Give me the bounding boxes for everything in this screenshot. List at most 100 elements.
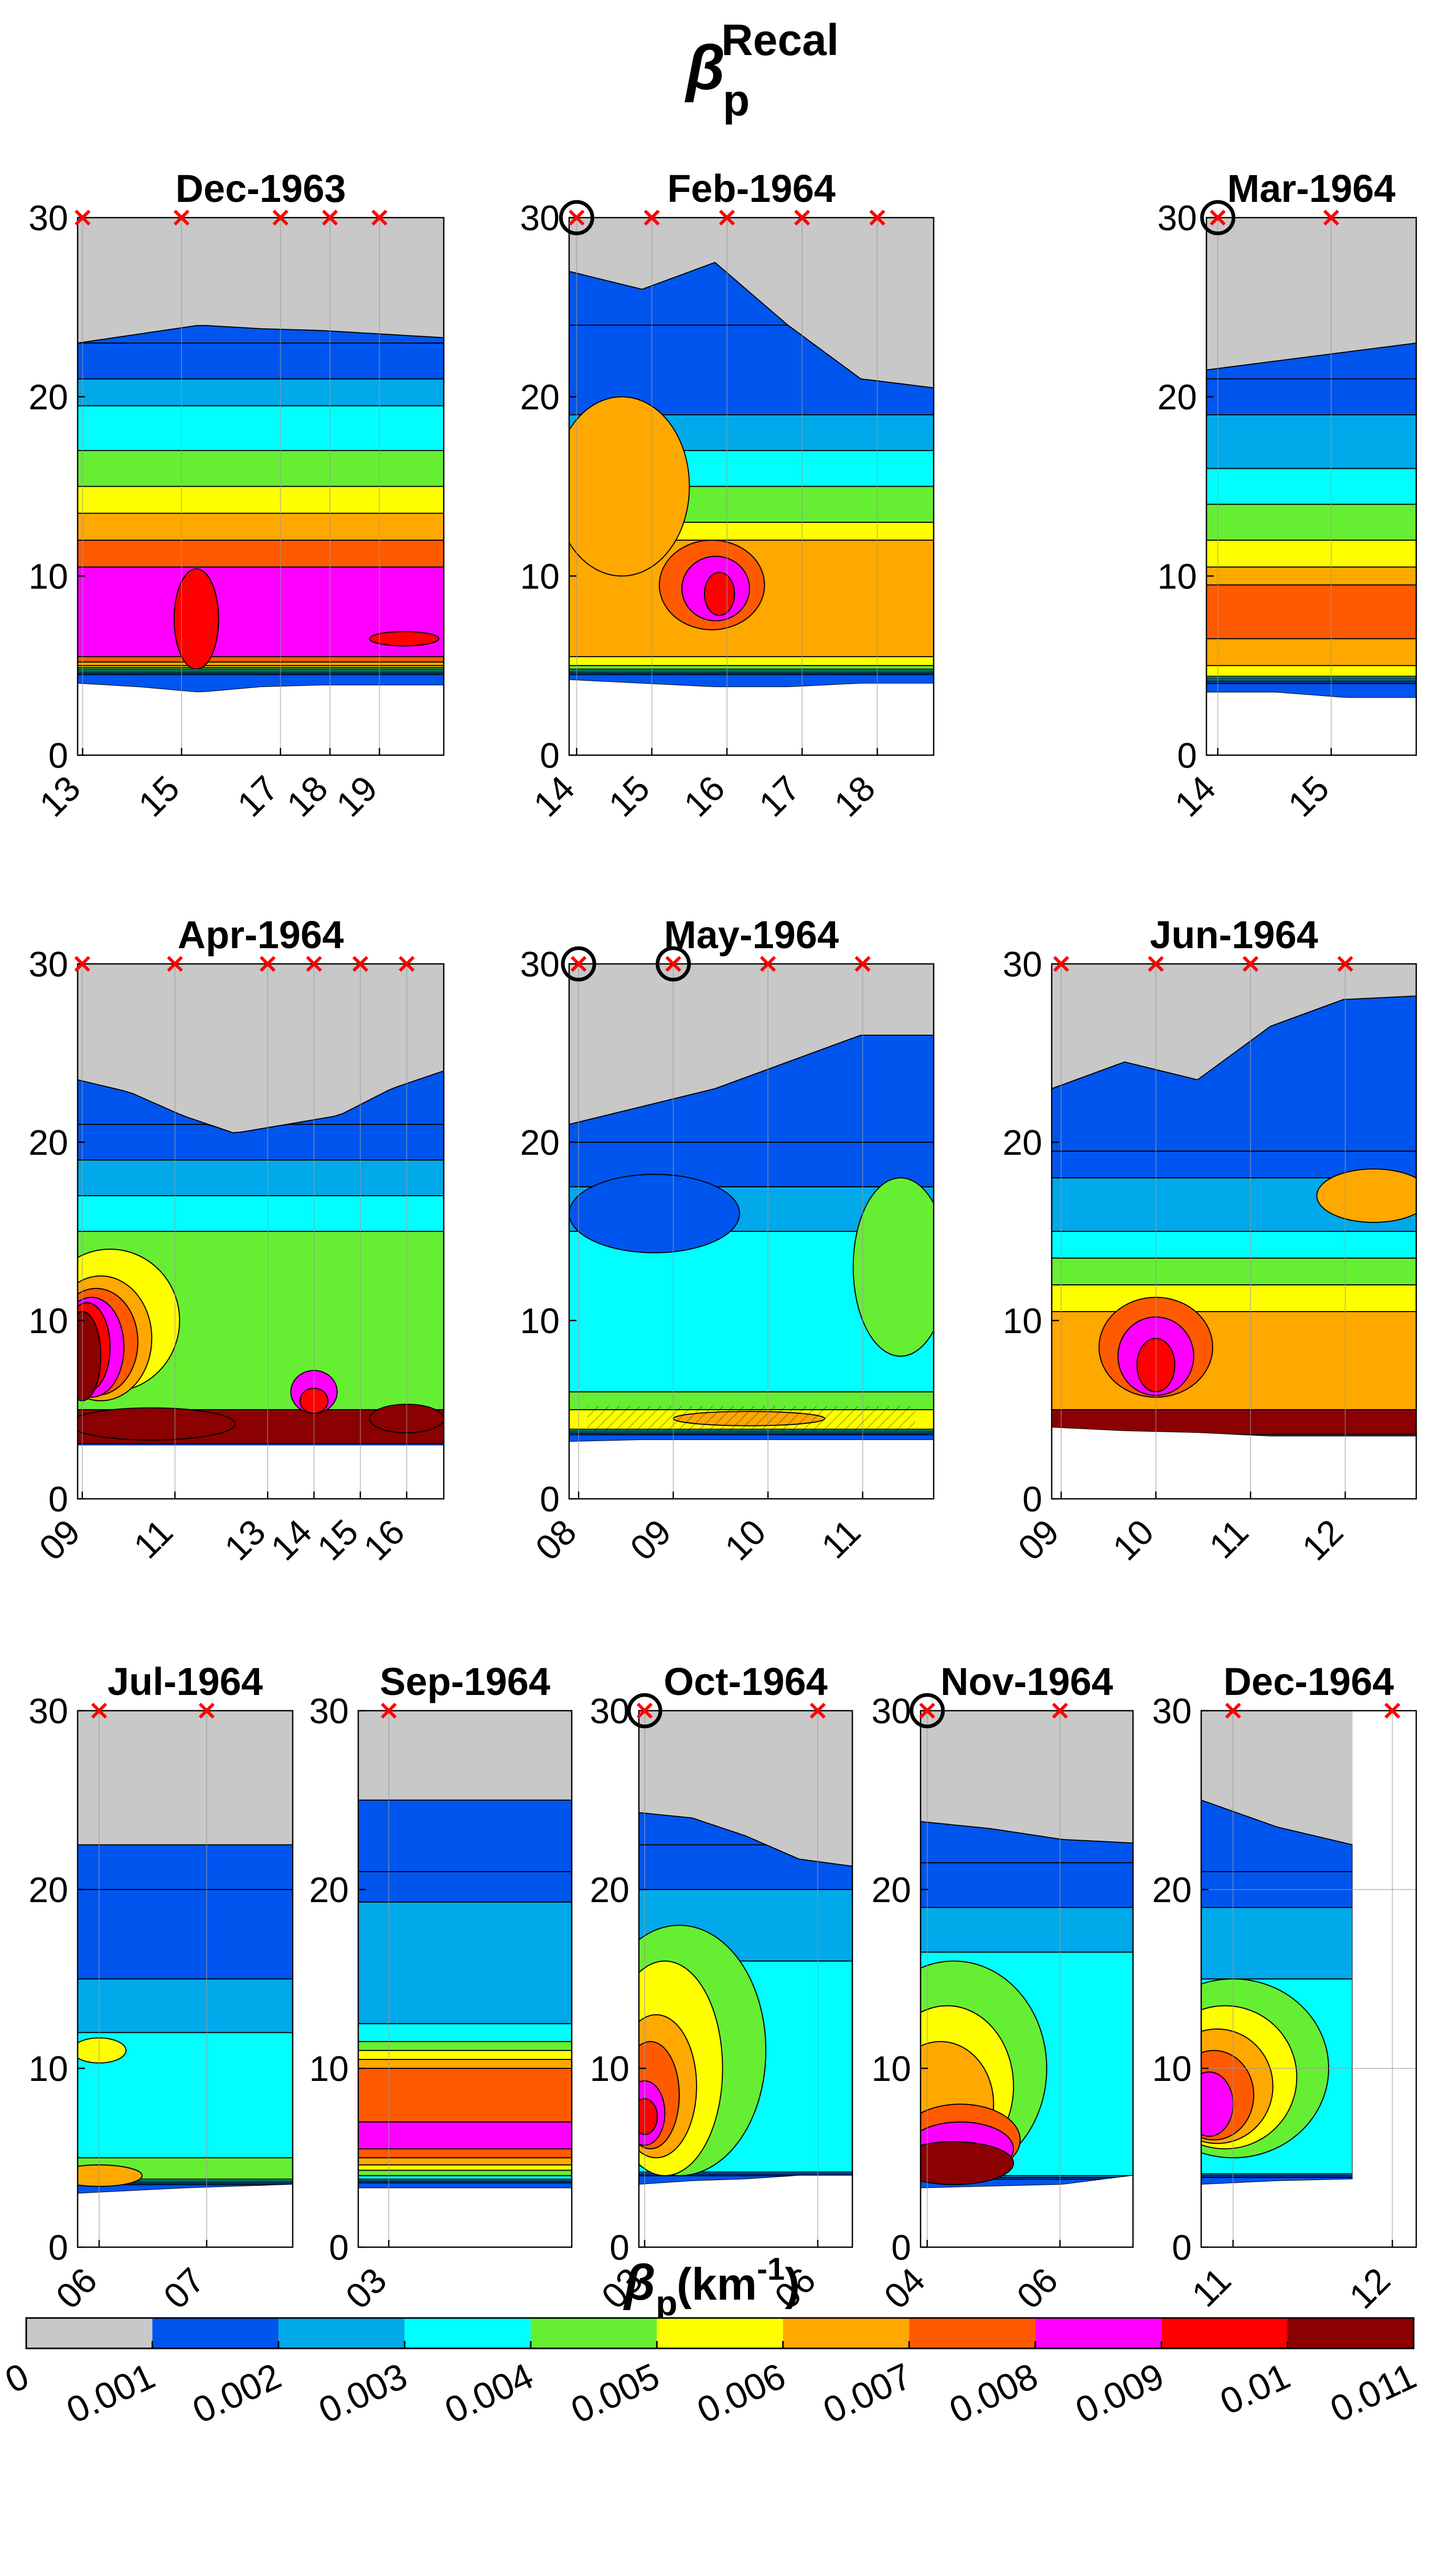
y-tick-label: 10 bbox=[520, 1301, 560, 1341]
x-tick-label: 07 bbox=[156, 2260, 212, 2316]
colorbar-frame bbox=[25, 2317, 1415, 2349]
measurement-marker bbox=[1323, 209, 1339, 226]
panel-title: Mar-1964 bbox=[1227, 167, 1396, 210]
y-tick-label: 30 bbox=[1002, 944, 1042, 984]
marker-circle bbox=[656, 946, 691, 982]
x-tick-label: 12 bbox=[1342, 2260, 1398, 2316]
colorbar-tick-label: 0.005 bbox=[565, 2355, 666, 2431]
panel-data bbox=[639, 1711, 852, 2247]
below-base-region bbox=[921, 2175, 1133, 2247]
measurement-marker bbox=[794, 209, 810, 226]
measurement-marker bbox=[306, 956, 322, 972]
x-tick-label: 11 bbox=[814, 1512, 869, 1566]
figure-title: β bbox=[685, 33, 725, 103]
y-tick-label: 30 bbox=[28, 944, 68, 984]
x-tick-label: 13 bbox=[32, 768, 88, 824]
x-tick-label: 10 bbox=[1105, 1512, 1161, 1568]
panel-data bbox=[1206, 218, 1416, 755]
colorbar-tick-label: 0.006 bbox=[691, 2355, 792, 2431]
panel-data bbox=[1052, 964, 1416, 1499]
below-base-region bbox=[78, 1445, 444, 1499]
gridlines bbox=[576, 218, 878, 755]
y-tick-label: 0 bbox=[891, 2228, 911, 2268]
panel-title: Jun-1964 bbox=[1150, 913, 1318, 957]
no-data-region bbox=[569, 964, 934, 1124]
measurement-marker bbox=[809, 1702, 826, 1719]
gridlines bbox=[1061, 964, 1346, 1499]
below-base-region bbox=[1206, 692, 1416, 755]
panel-data bbox=[78, 964, 444, 1499]
y-tick-label: 20 bbox=[28, 1123, 68, 1163]
colorbar-tick-label: 0.002 bbox=[187, 2355, 287, 2431]
y-tick-label: 0 bbox=[48, 2228, 68, 2268]
no-data-region bbox=[1206, 218, 1416, 370]
y-tick-label: 20 bbox=[28, 378, 68, 417]
y-tick-label: 10 bbox=[28, 1301, 68, 1341]
colorbar-tick-label: 0.004 bbox=[439, 2355, 539, 2431]
y-tick-label: 20 bbox=[1152, 1870, 1192, 1910]
contour-blob bbox=[78, 1407, 236, 1441]
y-tick-label: 10 bbox=[1152, 2049, 1192, 2089]
contour-band bbox=[1206, 584, 1416, 639]
below-base-region bbox=[1052, 1427, 1416, 1499]
colorbar-label-unit: (km-1) bbox=[677, 2251, 800, 2310]
measurement-marker bbox=[1337, 956, 1353, 972]
measurement-marker bbox=[173, 209, 190, 226]
y-tick-label: 30 bbox=[309, 1691, 349, 1731]
y-tick-label: 30 bbox=[1157, 198, 1197, 238]
y-tick-label: 10 bbox=[1157, 556, 1197, 596]
gridlines bbox=[578, 964, 863, 1499]
x-tick-label: 15 bbox=[601, 768, 657, 824]
gridlines bbox=[1201, 1711, 1416, 2247]
axes-frame bbox=[77, 1710, 294, 2248]
measurement-marker bbox=[636, 1702, 653, 1719]
colorbar-label-subscript: p bbox=[656, 2283, 678, 2323]
measurement-marker bbox=[644, 209, 660, 226]
x-tick-label: 09 bbox=[623, 1512, 679, 1568]
x-tick-label: 18 bbox=[827, 768, 883, 824]
measurement-marker bbox=[399, 956, 415, 972]
x-tick-label: 09 bbox=[31, 1512, 88, 1568]
no-data-region bbox=[1201, 1711, 1353, 1845]
contour-blob bbox=[703, 572, 735, 616]
panel-data bbox=[921, 1711, 1133, 2247]
y-tick-label: 0 bbox=[48, 1479, 68, 1519]
colorbar-cell bbox=[1287, 2318, 1414, 2348]
gridlines bbox=[926, 1711, 1061, 2247]
y-tick-label: 10 bbox=[520, 556, 560, 596]
x-tick-label: 14 bbox=[1167, 768, 1223, 824]
measurement-marker bbox=[272, 209, 288, 226]
y-tick-label: 20 bbox=[520, 378, 560, 417]
y-tick-label: 20 bbox=[590, 1870, 629, 1910]
marker-circle bbox=[910, 1693, 945, 1729]
colorbar-cell bbox=[152, 2318, 279, 2348]
panel-title: Dec-1963 bbox=[175, 167, 346, 210]
y-tick-label: 20 bbox=[1002, 1123, 1042, 1163]
measurement-marker bbox=[854, 956, 871, 972]
colorbar-cell bbox=[404, 2318, 531, 2348]
measurement-marker bbox=[569, 209, 585, 226]
axes-frame bbox=[357, 1710, 573, 2248]
x-tick-label: 15 bbox=[1280, 768, 1337, 824]
contour-blob bbox=[569, 396, 690, 577]
contour-blob bbox=[1316, 1168, 1416, 1223]
x-tick-label: 06 bbox=[1009, 2260, 1065, 2316]
y-tick-label: 0 bbox=[329, 2228, 349, 2268]
y-tick-label: 0 bbox=[48, 736, 68, 776]
y-tick-label: 0 bbox=[610, 2228, 629, 2268]
measurement-marker bbox=[322, 209, 338, 226]
x-tick-label: 11 bbox=[1184, 2260, 1239, 2315]
colorbar-label: β bbox=[623, 2255, 656, 2311]
measurement-marker bbox=[371, 209, 388, 226]
x-tick-label: 14 bbox=[526, 768, 582, 824]
figure-title-subscript: p bbox=[723, 76, 750, 125]
panel-feb-1964: 0 10 20 30 14 15 16 17 18 Feb-1964 bbox=[520, 167, 935, 824]
measurement-marker bbox=[198, 1702, 215, 1719]
measurement-marker bbox=[1242, 956, 1259, 972]
axes-frame bbox=[920, 1710, 1134, 2248]
x-tick-label: 11 bbox=[1202, 1512, 1256, 1566]
below-base-region bbox=[1201, 2179, 1353, 2247]
measurement-marker bbox=[352, 956, 369, 972]
